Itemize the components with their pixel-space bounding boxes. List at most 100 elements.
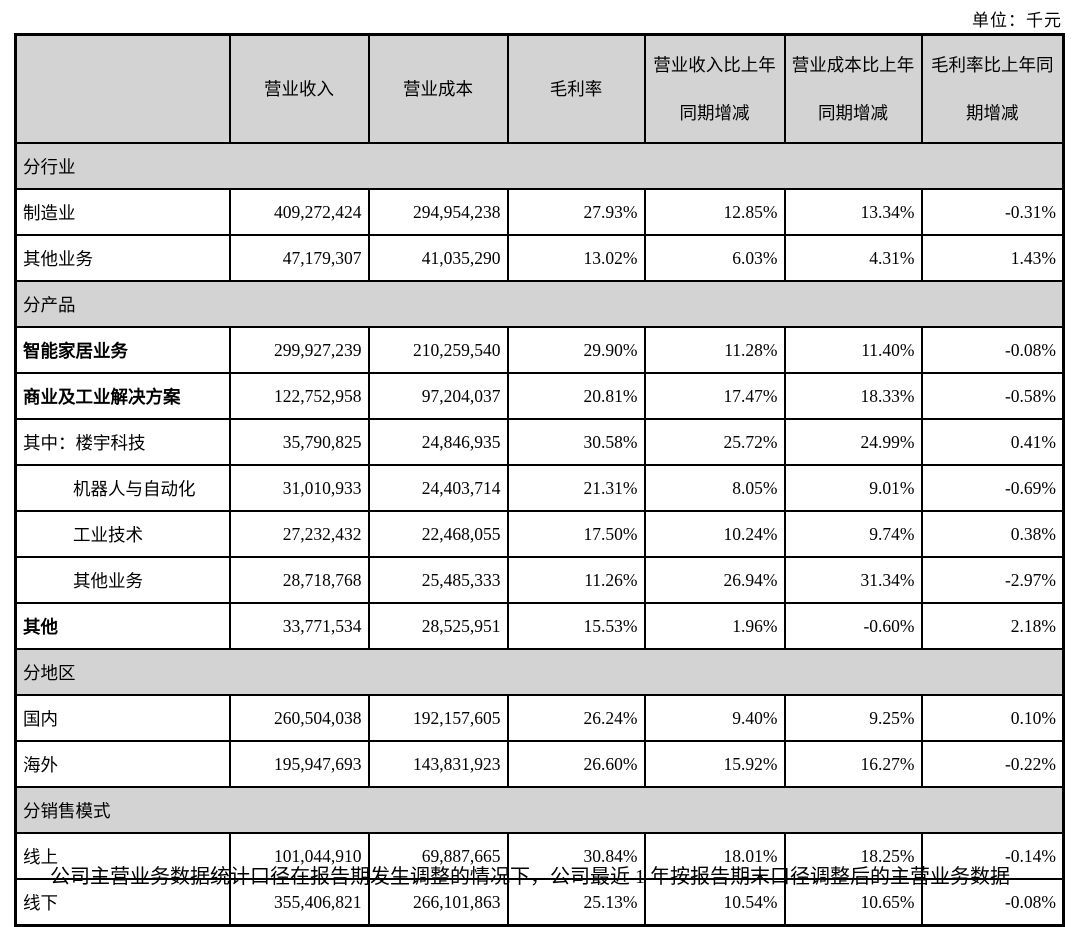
column-header-line: 营业收入 <box>264 79 334 99</box>
section-row: 分地区 <box>14 648 1065 696</box>
column-header-line: 期增减 <box>966 103 1019 123</box>
cell-value: 192,157,605 <box>367 694 509 742</box>
cell-value: 0.38% <box>920 510 1065 558</box>
cell-value: 29.90% <box>506 326 646 374</box>
column-header-line: 营业收入比上年 <box>653 55 776 75</box>
cell-value: 13.34% <box>783 188 923 236</box>
row-label: 机器人与自动化 <box>14 464 231 512</box>
cell-value: 18.33% <box>783 372 923 420</box>
cell-value: 26.94% <box>643 556 786 604</box>
corner-header-cell <box>14 33 231 144</box>
main-business-data-table: 营业收入 营业成本 毛利率 营业收入比上年 同期增减 营业成本比上年 同期增减 毛利率比上年同… <box>14 33 1065 927</box>
cell-value: 28,525,951 <box>367 602 509 650</box>
cell-value: 17.50% <box>506 510 646 558</box>
row-label: 制造业 <box>14 188 231 236</box>
cell-value: 13.02% <box>506 234 646 282</box>
cell-value: 195,947,693 <box>228 740 370 788</box>
cell-value: -0.58% <box>920 372 1065 420</box>
cell-value: 27.93% <box>506 188 646 236</box>
cell-value: 9.25% <box>783 694 923 742</box>
cell-value: 24,403,714 <box>367 464 509 512</box>
cell-value: 35,790,825 <box>228 418 370 466</box>
cell-value: 16.27% <box>783 740 923 788</box>
row-label: 其他 <box>14 602 231 650</box>
row-label: 商业及工业解决方案 <box>14 372 231 420</box>
cell-value: 18.01% <box>643 832 786 880</box>
cell-value: 21.31% <box>506 464 646 512</box>
cell-value: -0.69% <box>920 464 1065 512</box>
cell-value: 12.85% <box>643 188 786 236</box>
table-row: 线上 101,044,910 69,887,665 30.84% 18.01% 18.25… <box>14 832 1065 880</box>
cell-value: 25,485,333 <box>367 556 509 604</box>
cell-value: 299,927,239 <box>228 326 370 374</box>
cell-value: 31,010,933 <box>228 464 370 512</box>
cell-value: 26.60% <box>506 740 646 788</box>
row-label: 工业技术 <box>14 510 231 558</box>
cell-value: 101,044,910 <box>228 832 370 880</box>
column-header: 营业收入比上年 同期增减 <box>643 33 786 144</box>
row-label: 其他业务 <box>14 556 231 604</box>
row-label: 其中：楼宇科技 <box>14 418 231 466</box>
cell-value: -2.97% <box>920 556 1065 604</box>
row-label: 海外 <box>14 740 231 788</box>
cell-value: 31.34% <box>783 556 923 604</box>
cell-value: 0.10% <box>920 694 1065 742</box>
row-label: 智能家居业务 <box>14 326 231 374</box>
cell-value: -0.22% <box>920 740 1065 788</box>
table-row: 国内 260,504,038 192,157,605 26.24% 9.40% 9.25%… <box>14 694 1065 742</box>
table-row: 其他 33,771,534 28,525,951 15.53% 1.96% -0.60% 2… <box>14 602 1065 650</box>
section-row: 分销售模式 <box>14 786 1065 834</box>
footnote-text: 公司主营业务数据统计口径在报告期发生调整的情况下，公司最近 1 年按报告期末口径… <box>50 866 1010 888</box>
table-row: 其他业务 28,718,768 25,485,333 11.26% 26.94% 31.3… <box>14 556 1065 604</box>
column-header-line: 同期增减 <box>818 103 888 123</box>
column-header: 营业收入 <box>228 33 370 144</box>
cell-value: 11.26% <box>506 556 646 604</box>
column-header: 毛利率比上年同 期增减 <box>920 33 1065 144</box>
unit-label: 单位：千元 <box>972 11 1062 30</box>
cell-value: 11.40% <box>783 326 923 374</box>
cell-value: 9.74% <box>783 510 923 558</box>
cell-value: 9.40% <box>643 694 786 742</box>
section-header: 分行业 <box>14 142 1065 190</box>
cell-value: 97,204,037 <box>367 372 509 420</box>
cell-value: 30.84% <box>506 832 646 880</box>
section-row: 分产品 <box>14 280 1065 328</box>
cell-value: -0.60% <box>783 602 923 650</box>
cell-value: 20.81% <box>506 372 646 420</box>
cell-value: 28,718,768 <box>228 556 370 604</box>
section-header: 分产品 <box>14 280 1065 328</box>
cell-value: 27,232,432 <box>228 510 370 558</box>
cell-value: 41,035,290 <box>367 234 509 282</box>
cell-value: 69,887,665 <box>367 832 509 880</box>
column-header-line: 毛利率比上年同 <box>931 55 1054 75</box>
section-header: 分销售模式 <box>14 786 1065 834</box>
column-header: 毛利率 <box>506 33 646 144</box>
column-header: 营业成本 <box>367 33 509 144</box>
row-label: 线上 <box>14 832 231 880</box>
cell-value: 1.43% <box>920 234 1065 282</box>
cell-value: -0.08% <box>920 326 1065 374</box>
cell-value: 2.18% <box>920 602 1065 650</box>
cell-value: 17.47% <box>643 372 786 420</box>
cell-value: 143,831,923 <box>367 740 509 788</box>
table-row: 智能家居业务 299,927,239 210,259,540 29.90% 11.28%… <box>14 326 1065 374</box>
cell-value: 210,259,540 <box>367 326 509 374</box>
cell-value: 15.53% <box>506 602 646 650</box>
cell-value: -0.31% <box>920 188 1065 236</box>
section-row: 分行业 <box>14 142 1065 190</box>
cell-value: 4.31% <box>783 234 923 282</box>
section-header: 分地区 <box>14 648 1065 696</box>
cell-value: 24,846,935 <box>367 418 509 466</box>
table-row: 商业及工业解决方案 122,752,958 97,204,037 20.81% 17.4… <box>14 372 1065 420</box>
cell-value: 47,179,307 <box>228 234 370 282</box>
column-header: 营业成本比上年 同期增减 <box>783 33 923 144</box>
table-row: 制造业 409,272,424 294,954,238 27.93% 12.85% 13.… <box>14 188 1065 236</box>
cell-value: -0.14% <box>920 832 1065 880</box>
cell-value: 122,752,958 <box>228 372 370 420</box>
table-row: 工业技术 27,232,432 22,468,055 17.50% 10.24% 9.74… <box>14 510 1065 558</box>
table-row: 其中：楼宇科技 35,790,825 24,846,935 30.58% 25.72% 2… <box>14 418 1065 466</box>
column-header-line: 同期增减 <box>679 103 750 123</box>
cell-value: 10.24% <box>643 510 786 558</box>
cell-value: 30.58% <box>506 418 646 466</box>
table-row: 其他业务 47,179,307 41,035,290 13.02% 6.03% 4.31%… <box>14 234 1065 282</box>
